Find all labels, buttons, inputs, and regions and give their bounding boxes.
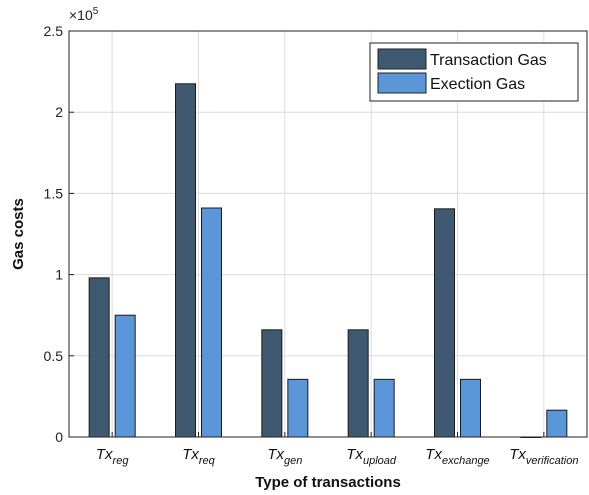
x-tick-label-4: Txexchange — [425, 446, 489, 467]
legend-swatch-transaction-gas — [377, 48, 427, 70]
axes-box — [68, 30, 588, 438]
bar-exection-gas-3 — [373, 378, 395, 438]
y-axis-multiplier: ×105 — [69, 6, 99, 23]
bar-exection-gas-4 — [460, 378, 481, 438]
y-axis-label: Gas costs — [10, 198, 27, 270]
x-axis-ticks: Txreg Txreq Txgen Txupload Txexchange Txverif… — [96, 432, 578, 467]
bar-transaction-gas-0 — [88, 277, 110, 438]
bars — [88, 83, 568, 438]
y-tick-label-1: 0.5 — [44, 348, 64, 364]
legend-swatch-exection-gas — [377, 72, 427, 94]
bar-exection-gas-2 — [287, 378, 309, 438]
bar-transaction-gas-4 — [434, 208, 455, 438]
legend: Transaction Gas Exection Gas — [369, 42, 579, 102]
bar-transaction-gas-2 — [261, 329, 283, 438]
bar-exection-gas-0 — [114, 314, 136, 438]
y-tick-label-2: 1 — [55, 267, 63, 283]
x-tick-label-3: Txupload — [346, 446, 397, 467]
y-multiplier-base: ×10 — [69, 7, 93, 23]
legend-label-exection-gas: Exection Gas — [430, 76, 525, 93]
bar-exection-gas-1 — [201, 207, 222, 438]
y-axis-ticks: 0 0.5 1 1.5 2 2.5 — [44, 23, 74, 445]
bar-transaction-gas-1 — [175, 83, 196, 438]
bar-exection-gas-5 — [546, 409, 568, 438]
x-tick-label-1: Txreq — [182, 446, 215, 467]
y-tick-label-4: 2 — [55, 104, 63, 120]
y-tick-label-0: 0 — [55, 429, 63, 445]
y-multiplier-exponent: 5 — [93, 6, 99, 17]
y-tick-label-5: 2.5 — [44, 23, 64, 39]
bar-transaction-gas-3 — [347, 329, 369, 438]
x-tick-label-0: Txreg — [96, 446, 129, 467]
x-tick-label-5: Txverification — [509, 446, 578, 467]
legend-label-transaction-gas: Transaction Gas — [430, 52, 547, 69]
y-tick-label-3: 1.5 — [44, 185, 64, 201]
x-tick-label-2: Txgen — [267, 446, 302, 467]
x-axis-label: Type of transactions — [255, 474, 401, 491]
